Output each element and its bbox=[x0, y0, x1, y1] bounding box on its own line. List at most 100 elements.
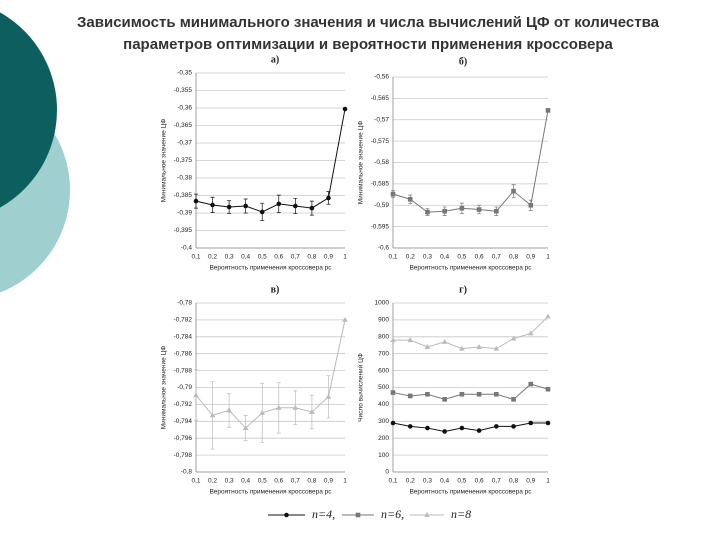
point bbox=[425, 209, 430, 215]
point bbox=[259, 409, 266, 415]
point bbox=[511, 188, 516, 194]
point bbox=[459, 425, 465, 431]
point bbox=[209, 412, 216, 418]
x-tick-label: 0,1 bbox=[191, 478, 200, 485]
x-tick-label: 0,5 bbox=[258, 478, 267, 485]
point bbox=[510, 335, 517, 341]
y-tick-label: -0,365 bbox=[174, 122, 193, 129]
series-line bbox=[392, 110, 549, 213]
point bbox=[193, 392, 199, 398]
point bbox=[459, 345, 465, 351]
y-tick-label: -0,375 bbox=[174, 157, 193, 164]
x-tick-label: 0,5 bbox=[258, 254, 267, 261]
point bbox=[528, 202, 534, 208]
point bbox=[390, 420, 396, 426]
point bbox=[459, 205, 465, 211]
point bbox=[407, 424, 413, 429]
y-tick-label: -0,39 bbox=[177, 210, 192, 217]
x-tick-label: 0,9 bbox=[324, 478, 333, 485]
y-tick-label: -0,37 bbox=[177, 140, 192, 147]
point bbox=[476, 428, 482, 433]
x-tick-label: 0,6 bbox=[274, 254, 283, 261]
y-tick-label: -0,57 bbox=[374, 116, 389, 123]
point bbox=[494, 391, 499, 397]
point bbox=[390, 191, 396, 197]
y-tick-label: 800 bbox=[378, 334, 389, 341]
point bbox=[342, 106, 348, 112]
point bbox=[259, 209, 265, 215]
x-tick-label: 0,1 bbox=[191, 254, 200, 261]
y-tick-label: -0,355 bbox=[174, 87, 193, 94]
x-axis-label: Вероятность применения кроссовера pc bbox=[409, 265, 532, 272]
y-tick-label: -0,78 bbox=[177, 300, 192, 307]
point bbox=[325, 393, 332, 399]
legend-marker bbox=[355, 512, 361, 518]
y-tick-label: -0,36 bbox=[177, 105, 192, 112]
x-tick-label: 0,7 bbox=[291, 254, 300, 261]
point bbox=[494, 208, 499, 214]
x-tick-label: 1 bbox=[546, 478, 550, 485]
y-axis-label: Число вычислений ЦФ bbox=[357, 353, 365, 422]
point bbox=[476, 343, 482, 349]
point bbox=[511, 424, 516, 429]
x-tick-label: 0,1 bbox=[388, 254, 397, 261]
point bbox=[441, 338, 448, 344]
series-line bbox=[195, 108, 346, 213]
y-tick-label: -0,788 bbox=[174, 367, 193, 374]
x-tick-label: 1 bbox=[343, 478, 347, 485]
point bbox=[476, 207, 482, 212]
x-tick-label: 0,3 bbox=[225, 254, 234, 261]
x-tick-label: 0,5 bbox=[457, 478, 466, 485]
x-tick-label: 0,5 bbox=[457, 254, 466, 261]
y-axis-label: Минимальное значение ЦФ bbox=[161, 119, 168, 203]
panel-title: б) bbox=[459, 56, 467, 67]
y-tick-label: -0,792 bbox=[174, 401, 193, 408]
y-tick-label: -0,595 bbox=[371, 223, 390, 230]
x-tick-label: 0,9 bbox=[526, 478, 535, 485]
point bbox=[275, 404, 282, 410]
y-tick-label: 500 bbox=[378, 384, 389, 391]
x-tick-label: 1 bbox=[343, 254, 347, 261]
y-tick-label: 600 bbox=[378, 367, 389, 374]
y-tick-label: -0,6 bbox=[378, 245, 390, 252]
point bbox=[309, 205, 315, 211]
point bbox=[511, 397, 516, 402]
point bbox=[293, 203, 298, 209]
slide-title: Зависимость минимального значения и числ… bbox=[77, 14, 660, 31]
x-tick-label: 0,7 bbox=[492, 478, 501, 485]
y-tick-label: -0,35 bbox=[177, 70, 192, 77]
x-tick-label: 0,8 bbox=[509, 254, 518, 261]
decoration bbox=[0, 12, 57, 208]
point bbox=[193, 198, 199, 204]
x-tick-label: 0,3 bbox=[423, 478, 432, 485]
x-tick-label: 0,8 bbox=[307, 254, 316, 261]
y-tick-label: -0,782 bbox=[174, 317, 193, 324]
point bbox=[210, 202, 215, 208]
y-tick-label: 1000 bbox=[375, 300, 390, 307]
y-tick-label: -0,4 bbox=[181, 245, 193, 252]
legend-label: n=4, bbox=[312, 507, 335, 521]
point bbox=[407, 337, 414, 343]
y-tick-label: -0,565 bbox=[371, 95, 390, 102]
y-axis-label: Минимальное значение ЦФ bbox=[358, 121, 365, 205]
point bbox=[342, 316, 348, 322]
series-line bbox=[392, 422, 548, 432]
point bbox=[407, 393, 413, 399]
point bbox=[494, 424, 499, 429]
x-tick-label: 1 bbox=[546, 254, 550, 261]
y-tick-label: -0,38 bbox=[177, 175, 192, 182]
point bbox=[528, 420, 534, 426]
x-tick-label: 0,9 bbox=[526, 254, 535, 261]
y-tick-label: -0,385 bbox=[174, 192, 193, 199]
x-tick-label: 0,6 bbox=[274, 478, 283, 485]
point bbox=[226, 407, 232, 413]
legend-marker bbox=[284, 512, 289, 518]
x-tick-label: 0,6 bbox=[475, 478, 484, 485]
x-axis-label: Вероятность применения кроссовера pc bbox=[209, 265, 332, 272]
point bbox=[407, 196, 413, 202]
x-tick-label: 0,7 bbox=[492, 254, 501, 261]
legend-label: n=6, bbox=[381, 507, 404, 521]
y-tick-label: -0,794 bbox=[174, 418, 193, 425]
y-tick-label: 0 bbox=[385, 469, 389, 476]
y-tick-label: 900 bbox=[378, 317, 389, 324]
